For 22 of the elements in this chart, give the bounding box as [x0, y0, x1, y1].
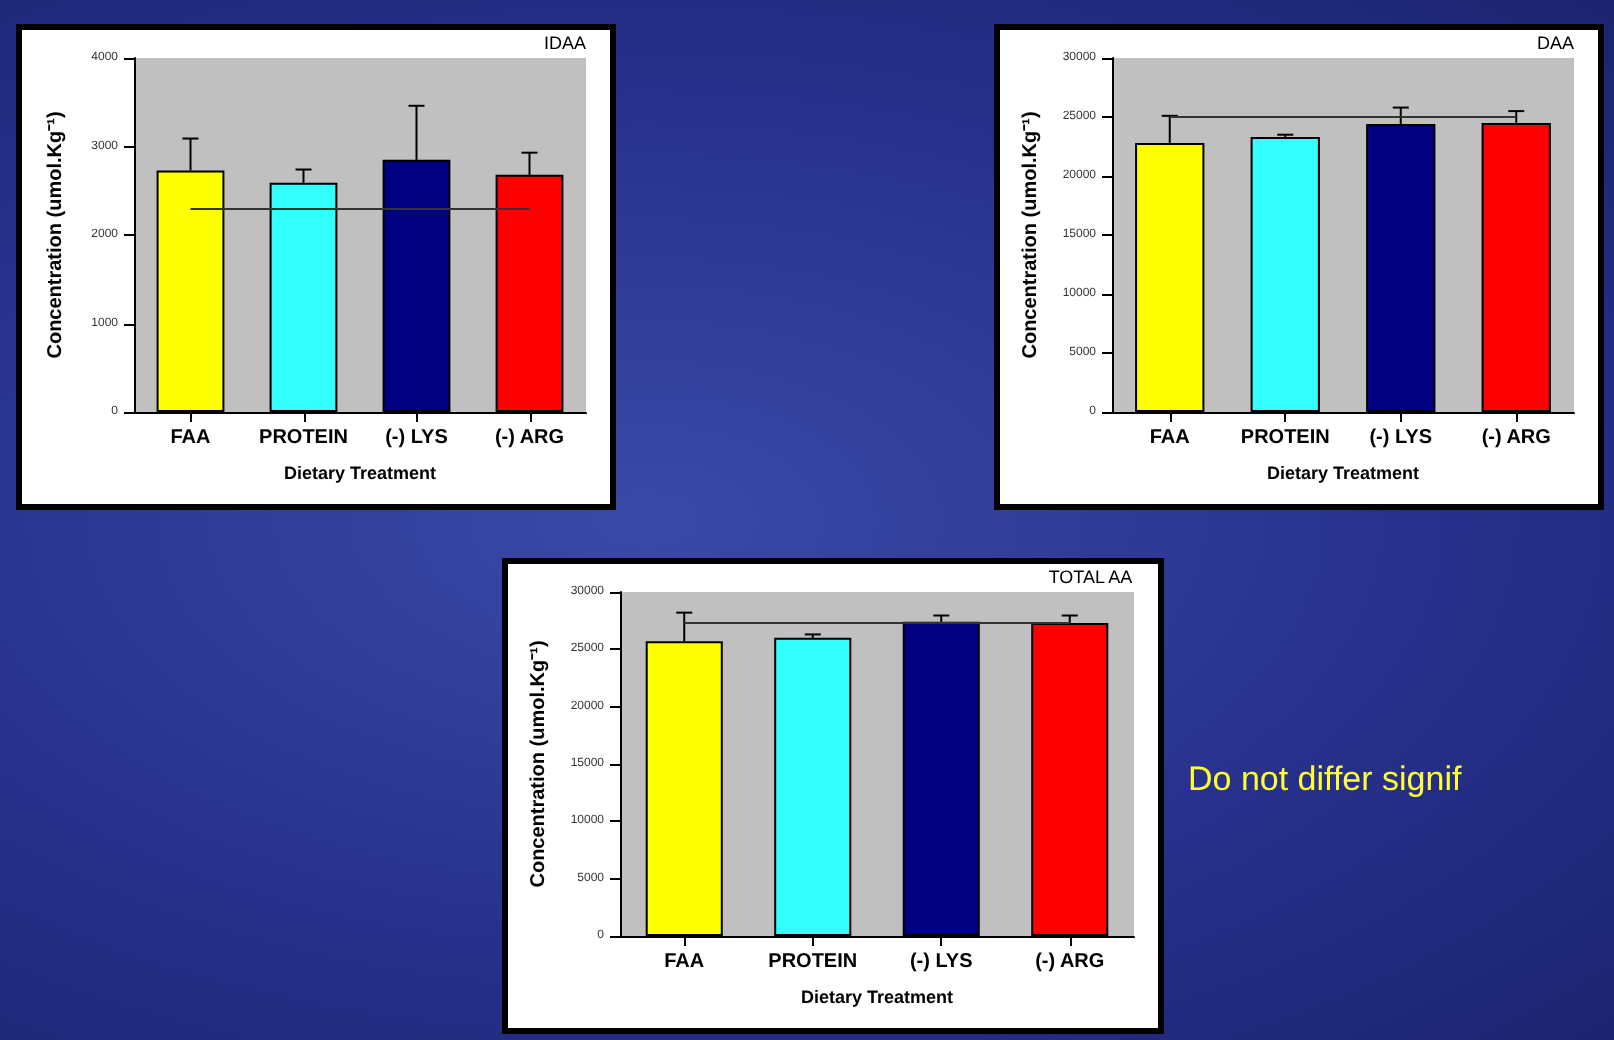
chart-title: TOTAL AA: [1048, 567, 1133, 587]
x-tick-label: (-) LYS: [1369, 427, 1433, 449]
x-tick-label: (-) ARG: [1035, 951, 1105, 973]
x-tick-label: FAA: [1149, 427, 1190, 449]
x-axis-title: Dietary Treatment: [283, 463, 437, 483]
x-tick-label: PROTEIN: [259, 427, 348, 449]
y-axis-title: Concentration (umol.Kg⁻¹): [45, 111, 67, 359]
y-axis-title: Concentration (umol.Kg⁻¹): [1019, 111, 1042, 359]
text: Do not differ signif: [1188, 760, 1462, 800]
x-tick-label: (-) ARG: [494, 427, 565, 449]
y-axis-title: Concentration (umol.Kg⁻¹): [527, 640, 550, 888]
x-tick-label: (-) ARG: [1481, 427, 1552, 449]
x-axis-title: Dietary Treatment: [1266, 463, 1420, 483]
x-tick-label: PROTEIN: [768, 951, 858, 973]
x-axis-title: Dietary Treatment: [800, 987, 954, 1007]
x-tick-label: (-) LYS: [385, 427, 449, 449]
x-tick-label: FAA: [664, 951, 705, 973]
chart-title: IDAA: [543, 33, 587, 53]
x-tick-label: FAA: [170, 427, 211, 449]
chart-title: DAA: [1536, 33, 1575, 53]
x-tick-label: PROTEIN: [1240, 427, 1330, 449]
x-tick-label: (-) LYS: [909, 951, 974, 973]
